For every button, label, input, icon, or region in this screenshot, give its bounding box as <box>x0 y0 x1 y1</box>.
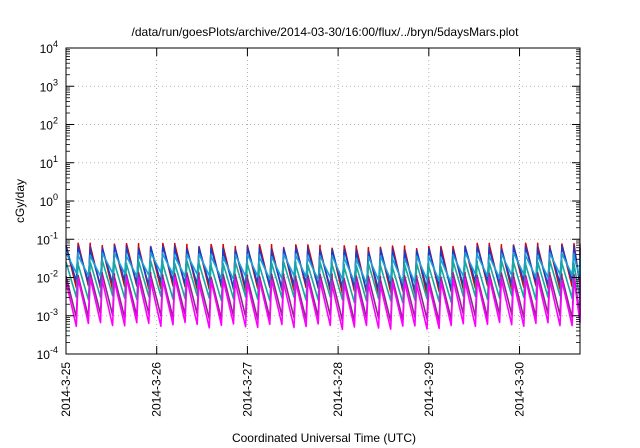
y-tick-label: 10-4 <box>37 345 58 362</box>
grid <box>66 48 580 354</box>
x-tick-label: 2014-3-27 <box>240 362 254 417</box>
series-line <box>65 276 581 331</box>
x-tick-label: 2014-3-25 <box>59 362 73 417</box>
x-axis-label: Coordinated Universal Time (UTC) <box>232 431 416 445</box>
y-tick-label: 10-3 <box>37 307 58 324</box>
x-tick-label: 2014-3-29 <box>422 362 436 417</box>
x-axis: 2014-3-25 2014-3-26 2014-3-27 2014-3-28 2014… <box>59 48 527 417</box>
y-tick-label: 103 <box>40 77 58 94</box>
chart-title: /data/run/goesPlots/archive/2014-03-30/1… <box>132 25 520 39</box>
y-tick-label: 10-2 <box>37 269 58 286</box>
x-tick-label: 2014-3-26 <box>150 362 164 417</box>
y-tick-label: 102 <box>40 116 58 133</box>
series-group <box>65 242 581 331</box>
x-tick-label: 2014-3-28 <box>331 362 345 417</box>
y-tick-label: 104 <box>40 39 58 56</box>
y-tick-label: 100 <box>40 192 58 209</box>
y-tick-label: 101 <box>40 154 58 171</box>
y-tick-label: 10-1 <box>37 230 58 247</box>
y-axis-label: cGy/day <box>13 179 27 223</box>
y-axis: 10-4 10-3 10-2 10-1 100 101 102 103 104 <box>37 39 580 362</box>
x-tick-label: 2014-3-30 <box>513 362 527 417</box>
